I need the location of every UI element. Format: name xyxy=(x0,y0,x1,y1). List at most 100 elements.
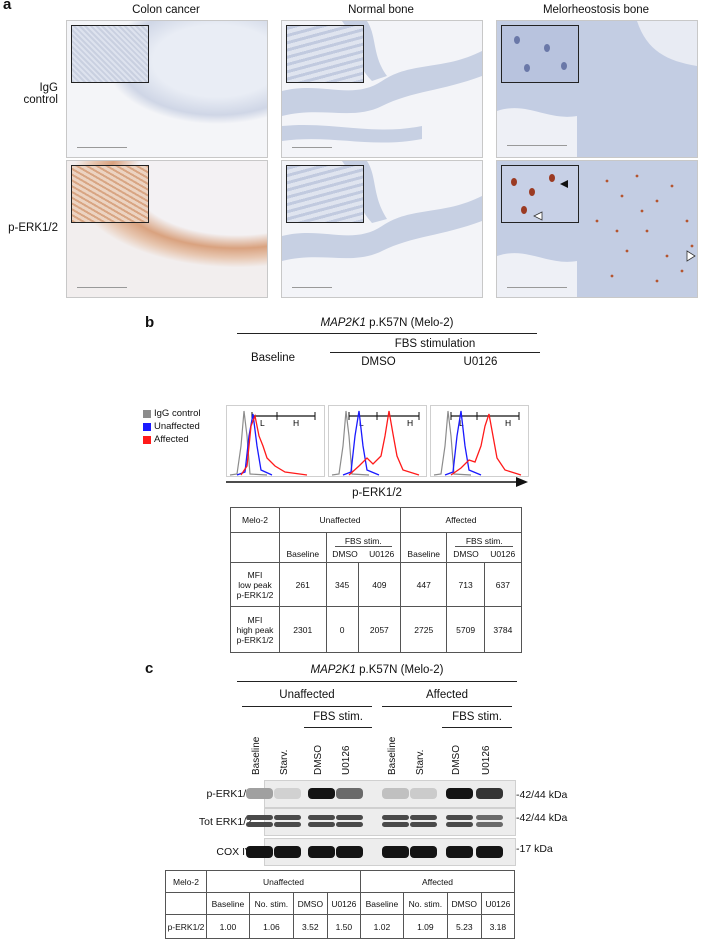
lane-label: DMSO xyxy=(451,745,462,775)
table-subcol: Baseline xyxy=(359,892,404,915)
panel-c-title: MAP2K1 p.K57N (Melo-2) xyxy=(237,664,517,676)
row-header-p-erk: p-ERK1/2 xyxy=(8,222,58,234)
condition-baseline: Baseline xyxy=(250,352,296,364)
unaffected-bracket xyxy=(242,706,372,707)
blot-band xyxy=(382,846,409,858)
blot-band xyxy=(308,815,335,820)
gate-low-label: L xyxy=(459,418,464,428)
scale-bar xyxy=(507,287,567,288)
blot-band xyxy=(274,846,301,858)
legend-label: IgG control xyxy=(154,408,201,419)
blot-band xyxy=(246,846,273,858)
title-bracket xyxy=(237,333,537,334)
scale-bar xyxy=(292,287,332,288)
gate-low-label: L xyxy=(260,418,265,428)
table-cell: 5709 xyxy=(446,606,485,653)
kda-marker: -42/44 kDa xyxy=(516,812,568,824)
table-cell: 2301 xyxy=(279,606,327,653)
histogram-baseline: L H xyxy=(226,405,325,477)
x-axis-arrow-icon xyxy=(226,477,528,487)
table-subcol: U0126 xyxy=(490,549,516,559)
table-corner: Melo-2 xyxy=(165,870,207,893)
legend-igg-control: IgG control xyxy=(143,408,200,419)
blot-band xyxy=(410,846,437,858)
blot-band xyxy=(446,815,473,820)
legend-unaffected: Unaffected xyxy=(143,421,200,432)
gate-high-label: H xyxy=(505,418,511,428)
blot-strip-tot-erk xyxy=(246,808,516,836)
lane-label: U0126 xyxy=(481,745,492,775)
histogram-plot: L H xyxy=(229,410,316,476)
table-subcol: No. stim. xyxy=(248,892,294,915)
blot-band xyxy=(336,846,363,858)
cell-nuclei xyxy=(514,36,567,72)
blot-band xyxy=(246,815,273,820)
lane-label: Baseline xyxy=(251,736,262,775)
histogram-plot: L H xyxy=(433,410,522,476)
table-cell: 2057 xyxy=(357,606,401,653)
table-subcol: Baseline xyxy=(279,532,327,563)
panel-b-label: b xyxy=(145,314,155,331)
blot-row-label: p-ERK1/2 xyxy=(206,788,252,800)
tissue-texture xyxy=(497,21,697,157)
fbs-stim-affected: FBS stim. xyxy=(452,711,502,723)
fbs-sub-label: FBS stim. xyxy=(334,534,392,547)
blot-band xyxy=(246,788,273,799)
table-corner: Melo-2 xyxy=(230,507,280,533)
table-cell: 3784 xyxy=(483,606,523,653)
blot-band xyxy=(308,822,335,827)
blot-band xyxy=(274,815,301,820)
micrograph-perk-normal-bone xyxy=(281,160,483,298)
fbs-bracket xyxy=(304,727,372,728)
table-cell: 345 xyxy=(325,562,359,607)
blot-strip-p-erk xyxy=(246,780,516,808)
condition-u0126: U0126 xyxy=(463,356,498,368)
blot-band xyxy=(410,822,437,827)
fbs-bracket xyxy=(330,352,540,353)
blot-band xyxy=(476,846,503,858)
gate-low-label: L xyxy=(359,418,364,428)
row-label-p-erk: p-ERK1/2 xyxy=(165,914,207,939)
blot-row-label: Tot ERK1/2 xyxy=(198,816,252,828)
legend-label: Affected xyxy=(154,434,189,445)
lane-label: Starv. xyxy=(279,749,290,775)
panel-b-title: MAP2K1 p.K57N (Melo-2) xyxy=(237,317,537,329)
blot-band xyxy=(246,822,273,827)
fbs-sub-label: FBS stim. xyxy=(455,534,513,547)
table-subcol: U0126 xyxy=(326,892,361,915)
gate-high-label: H xyxy=(293,418,299,428)
blot-band xyxy=(410,788,437,799)
column-header-melorheostosis-bone: Melorheostosis bone xyxy=(542,4,650,16)
table-cell: 1.00 xyxy=(206,914,250,939)
micrograph-inset xyxy=(286,25,364,83)
table-empty-cell xyxy=(165,892,207,915)
mutation-label: p.K57N (Melo-2) xyxy=(365,317,454,329)
micrograph-inset xyxy=(71,25,149,83)
blot-band xyxy=(476,788,503,799)
table-cell: 447 xyxy=(399,562,448,607)
condition-dmso: DMSO xyxy=(361,356,396,368)
table-subcol: DMSO xyxy=(446,892,482,915)
table-fbs-group: FBS stim. DMSO U0126 xyxy=(446,532,522,563)
column-header-colon-cancer: Colon cancer xyxy=(132,4,200,16)
blot-band xyxy=(336,822,363,827)
micrograph-igg-normal-bone xyxy=(281,20,483,158)
blot-band xyxy=(476,815,503,820)
blot-band xyxy=(382,815,409,820)
blot-row-label: COX IV xyxy=(216,846,252,858)
quantification-table: Melo-2 Unaffected Affected Baseline No. … xyxy=(165,870,516,939)
table-cell: 0 xyxy=(325,606,359,653)
legend-swatch xyxy=(143,422,151,431)
scale-bar xyxy=(292,147,332,148)
fbs-stim-unaffected: FBS stim. xyxy=(313,711,363,723)
gene-name: MAP2K1 xyxy=(310,664,356,676)
gate-high-label: H xyxy=(407,418,413,428)
scale-bar xyxy=(507,145,567,146)
table-group-affected: Affected xyxy=(359,870,516,893)
table-subcol: DMSO xyxy=(332,549,358,559)
histogram-plot: L H xyxy=(331,410,420,476)
blot-band xyxy=(336,788,363,799)
blot-band xyxy=(476,822,503,827)
tissue-texture xyxy=(497,174,696,297)
table-empty-cell xyxy=(230,532,280,563)
